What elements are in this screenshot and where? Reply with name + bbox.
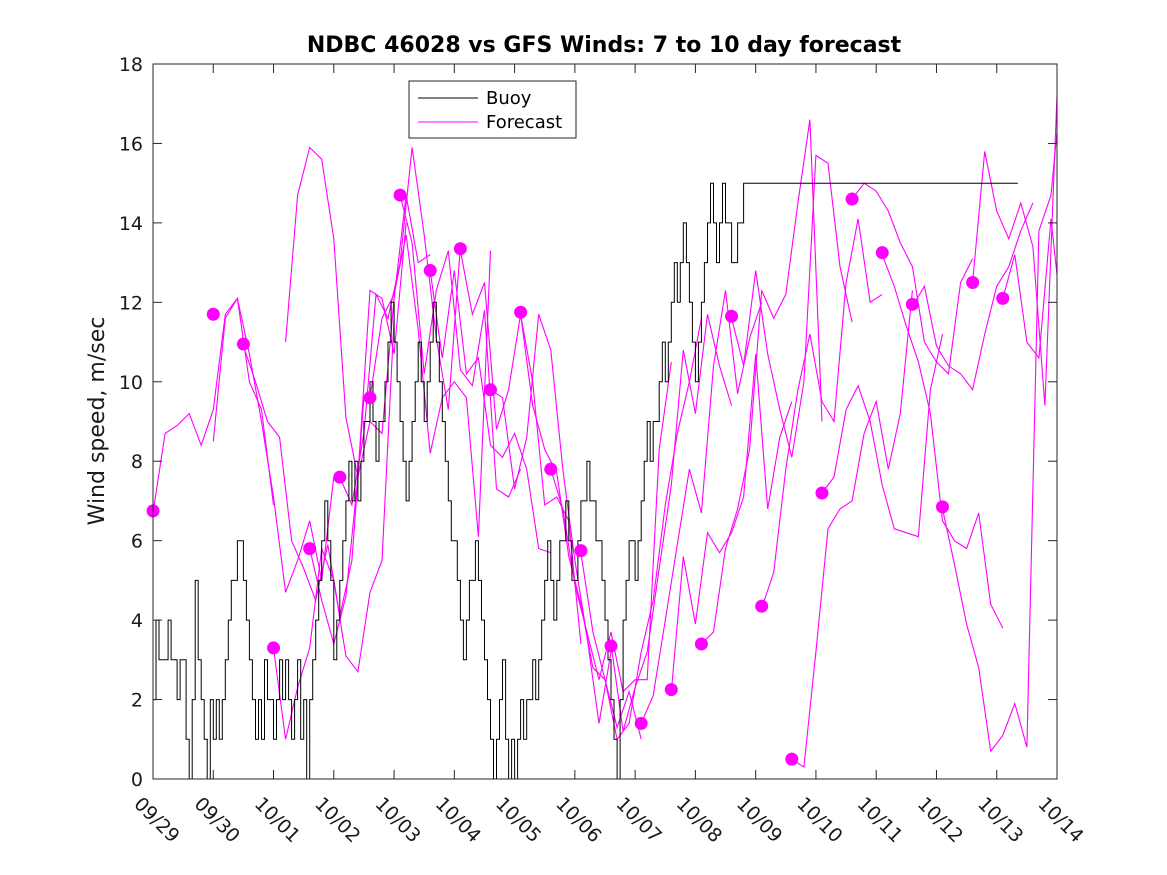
- forecast-line: [791, 290, 913, 769]
- forecast-line: [399, 194, 522, 498]
- forecast-line: [670, 353, 793, 692]
- y-tick-label: 12: [119, 292, 143, 314]
- forecast-line: [580, 318, 702, 741]
- y-axis: 0 2 4 6 8 10 12 14 16 18: [119, 54, 1057, 791]
- forecast-marker: [755, 599, 769, 613]
- y-tick-label: 0: [131, 769, 143, 791]
- forecast-marker: [206, 307, 220, 321]
- forecast-marker: [514, 305, 528, 319]
- forecast-line: [212, 296, 335, 593]
- plot-frame: [152, 63, 1058, 780]
- forecast-line: [152, 297, 275, 513]
- forecast-line: [972, 95, 1058, 406]
- forecast-marker: [393, 188, 407, 202]
- forecast-marker: [267, 641, 281, 655]
- forecast-marker: [483, 383, 497, 397]
- y-tick-label: 10: [119, 372, 143, 394]
- forecast-marker: [935, 500, 949, 514]
- buoy-line: [153, 182, 1018, 780]
- forecast-line: [761, 218, 883, 609]
- y-tick-label: 6: [131, 531, 143, 553]
- forecast-marker: [453, 242, 467, 256]
- y-axis-label: Wind speed, m/sec: [85, 317, 110, 526]
- forecast-marker: [363, 391, 377, 405]
- forecast-marker: [966, 275, 980, 289]
- forecast-marker: [725, 309, 739, 323]
- y-tick-label: 14: [119, 213, 143, 235]
- forecast-line: [490, 314, 612, 724]
- forecast-marker: [905, 297, 919, 311]
- forecast-line: [821, 333, 944, 538]
- forecast-marker: [634, 716, 648, 730]
- forecast-line: [285, 146, 407, 478]
- buoy-series-group: [153, 182, 1018, 780]
- y-tick-label: 8: [131, 451, 143, 473]
- y-tick-label: 16: [119, 133, 143, 155]
- forecast-marker: [303, 542, 317, 556]
- forecast-line: [701, 119, 823, 645]
- forecast-line: [550, 361, 672, 693]
- legend: Buoy Forecast: [408, 80, 577, 139]
- forecast-line: [851, 182, 974, 375]
- y-tick-label: 18: [119, 54, 143, 76]
- forecast-line: [369, 234, 492, 537]
- forecast-marker: [544, 462, 558, 476]
- forecast-marker: [694, 637, 708, 651]
- legend-label-forecast: Forecast: [486, 112, 562, 133]
- forecast-marker: [574, 544, 588, 558]
- forecast-marker: [785, 752, 799, 766]
- legend-label-buoy: Buoy: [486, 88, 532, 109]
- forecast-line: [731, 154, 853, 458]
- forecast-line: [429, 270, 551, 554]
- chart-title: NDBC 46028 vs GFS Winds: 7 to 10 day for…: [307, 33, 902, 58]
- legend-box: [408, 80, 577, 139]
- forecast-marker: [875, 246, 889, 260]
- forecast-marker: [996, 291, 1010, 305]
- forecast-line: [640, 290, 763, 724]
- forecast-marker: [236, 337, 250, 351]
- forecast-markers-group: [146, 188, 1010, 766]
- y-tick-label: 2: [131, 690, 143, 712]
- forecast-marker: [423, 264, 437, 278]
- forecast-line: [1002, 218, 1058, 360]
- y-tick-label: 4: [131, 610, 143, 632]
- forecast-line: [941, 131, 1058, 753]
- forecast-marker: [604, 639, 618, 653]
- forecast-line: [242, 345, 365, 617]
- forecast-marker: [815, 486, 829, 500]
- forecast-line: [610, 314, 733, 732]
- forecast-marker: [664, 683, 678, 697]
- forecast-marker: [333, 470, 347, 484]
- forecast-line: [881, 254, 1004, 629]
- forecast-series-group: [152, 95, 1058, 769]
- forecast-line: [911, 202, 1034, 391]
- forecast-marker: [845, 192, 859, 206]
